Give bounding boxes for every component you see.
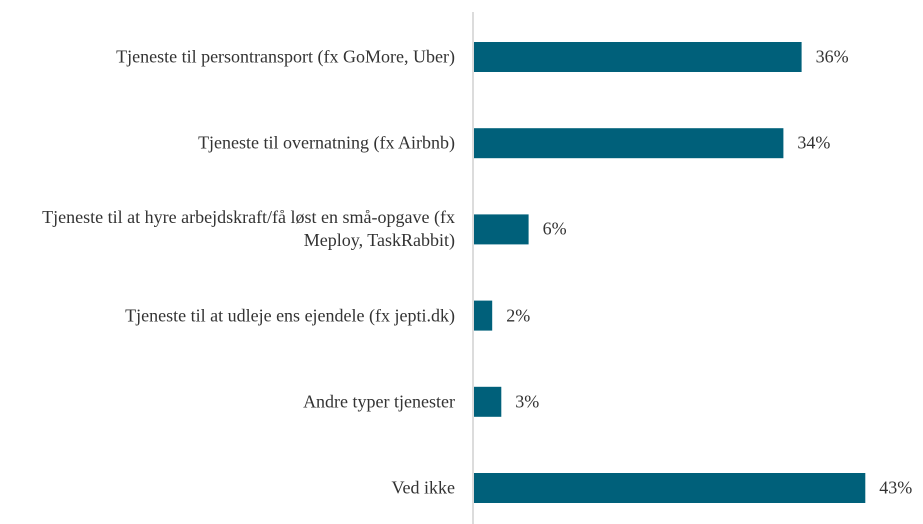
category-label: Andre typer tjenester	[303, 391, 455, 412]
category-label: Ved ikke	[391, 477, 455, 498]
value-label: 34%	[797, 132, 831, 153]
category-label: Tjeneste til at udleje ens ejendele (fx …	[125, 305, 455, 326]
category-label: Tjeneste til at hyre arbejdskraft/få løs…	[42, 207, 455, 251]
category-label: Tjeneste til overnatning (fx Airbnb)	[198, 132, 455, 153]
bar	[474, 300, 493, 331]
bar	[474, 473, 866, 503]
value-label: 2%	[506, 305, 531, 326]
bar	[474, 214, 529, 245]
category-label: Tjeneste til persontransport (fx GoMore,…	[116, 46, 455, 67]
value-label: 43%	[879, 477, 913, 498]
value-label: 36%	[815, 46, 849, 67]
value-label: 6%	[542, 218, 567, 239]
value-label: 3%	[515, 391, 540, 412]
bar	[474, 42, 802, 72]
bar	[474, 128, 784, 159]
bar	[474, 386, 502, 417]
